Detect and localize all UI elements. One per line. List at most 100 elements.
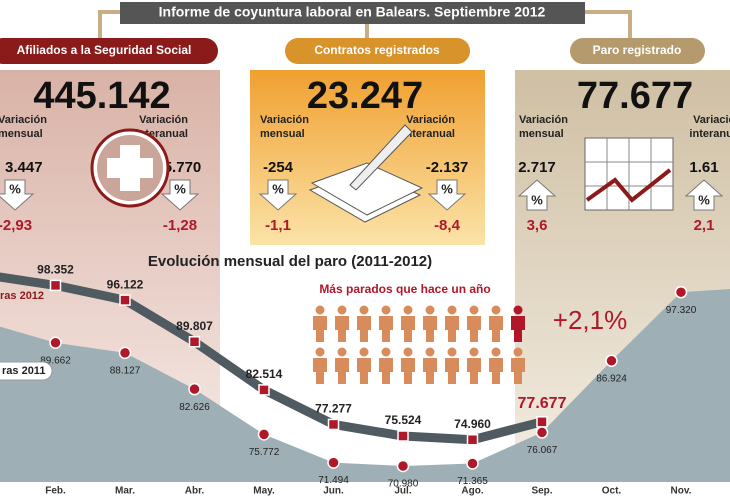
- person-head: [513, 347, 523, 357]
- marker: [49, 336, 62, 349]
- person-body: [467, 358, 481, 384]
- variation-value: -5.770: [159, 159, 202, 176]
- panel-header: Paro registrado: [593, 43, 682, 57]
- variation-pct: -8,4: [434, 217, 461, 234]
- person-head: [337, 347, 347, 357]
- variation-label: Variación mensual: [260, 114, 309, 140]
- value-label: 77.677: [518, 395, 567, 412]
- x-tick-label: Feb.: [45, 486, 66, 497]
- value-label: 88.127: [110, 366, 141, 377]
- value-label: 82.514: [246, 367, 283, 381]
- x-tick-label: Oct.: [602, 486, 622, 497]
- value-label: 86.924: [596, 373, 627, 384]
- health-icon: [90, 128, 170, 208]
- person-head: [447, 347, 457, 357]
- variation-pct: 3,6: [527, 217, 548, 234]
- value-label: 82.626: [179, 402, 210, 413]
- legend-box: [0, 361, 53, 381]
- marker: [396, 459, 410, 473]
- person-body: [511, 316, 525, 342]
- pct-sign: %: [272, 181, 284, 196]
- chart-icon: [584, 137, 674, 211]
- person-body: [335, 316, 349, 342]
- marker: [466, 433, 479, 446]
- person-head: [469, 305, 479, 315]
- header-pill: [285, 38, 470, 64]
- value-label: 71.494: [318, 475, 349, 486]
- marker: [535, 426, 549, 439]
- x-tick-label: Nov.: [671, 486, 692, 497]
- marker: [605, 354, 618, 368]
- variation-pct: -2,93: [0, 217, 32, 234]
- x-tick-label: May.: [253, 486, 275, 497]
- chart-title: Evolución mensual del paro (2011-2012): [148, 253, 432, 270]
- marker: [119, 294, 131, 306]
- value-label: 98.352: [37, 263, 74, 277]
- contract-icon: [308, 124, 424, 223]
- marker: [466, 457, 479, 470]
- arrow: [684, 179, 724, 211]
- marker: [536, 416, 548, 428]
- pct-sign: %: [9, 181, 21, 196]
- value-label: 97.320: [666, 305, 697, 316]
- x-tick-label: Jul.: [394, 486, 411, 497]
- panel-header: Afiliados a la Seguridad Social: [17, 43, 192, 57]
- person-head: [359, 347, 369, 357]
- variation-label: Variación mensual: [519, 114, 568, 140]
- person-body: [423, 316, 437, 342]
- person-head: [381, 305, 391, 315]
- x-tick-label: Abr.: [185, 486, 205, 497]
- person-body: [335, 358, 349, 384]
- value-label: 74.960: [454, 417, 491, 431]
- value-label: 75.524: [385, 413, 422, 427]
- person-body: [313, 358, 327, 384]
- pct-sign: %: [174, 181, 186, 196]
- arrow: [160, 179, 200, 211]
- marker: [397, 430, 409, 442]
- value-label: 70.980: [388, 479, 419, 490]
- person-head: [447, 305, 457, 315]
- x-tick-label: Sep.: [531, 486, 552, 497]
- total: 445.142: [33, 75, 170, 117]
- person-head: [403, 347, 413, 357]
- person-head: [381, 347, 391, 357]
- person-head: [337, 305, 347, 315]
- title: Informe de coyuntura laboral en Balears.…: [159, 4, 546, 20]
- variation-pct: -1,1: [265, 217, 291, 234]
- person-body: [313, 316, 327, 342]
- person-body: [357, 316, 371, 342]
- marker: [258, 384, 270, 396]
- annotation: Más parados que hace un año: [319, 282, 490, 296]
- variation-value: 1.61: [689, 159, 718, 176]
- value-label: 89.662: [40, 355, 71, 366]
- variation-pct: 2,1: [694, 217, 715, 234]
- pct-sign: %: [441, 181, 453, 196]
- pct-sign: %: [698, 192, 710, 207]
- x-tick-label: Ago.: [461, 486, 483, 497]
- marker: [327, 456, 340, 469]
- header-pill: [570, 38, 705, 64]
- variation-value: 3.447: [5, 159, 43, 176]
- variation-label: Variación mensual: [0, 114, 47, 140]
- person-body: [423, 358, 437, 384]
- marker: [118, 346, 132, 360]
- marker: [674, 285, 688, 299]
- person-body: [445, 358, 459, 384]
- variation-value: -254: [263, 159, 294, 176]
- marker: [188, 382, 201, 396]
- title-box: [120, 2, 585, 24]
- person-head: [513, 305, 523, 315]
- annotation-value: +2,1%: [553, 305, 627, 335]
- person-body: [467, 316, 481, 342]
- value-label: 77.277: [315, 402, 352, 416]
- pct-sign: %: [531, 192, 543, 207]
- person-body: [489, 316, 503, 342]
- legend-label: ras 2012: [0, 290, 44, 302]
- variation-pct: -1,28: [163, 217, 197, 234]
- value-label: 96.122: [107, 277, 144, 291]
- arrow: [0, 179, 35, 211]
- variation-value: 2.717: [518, 159, 556, 176]
